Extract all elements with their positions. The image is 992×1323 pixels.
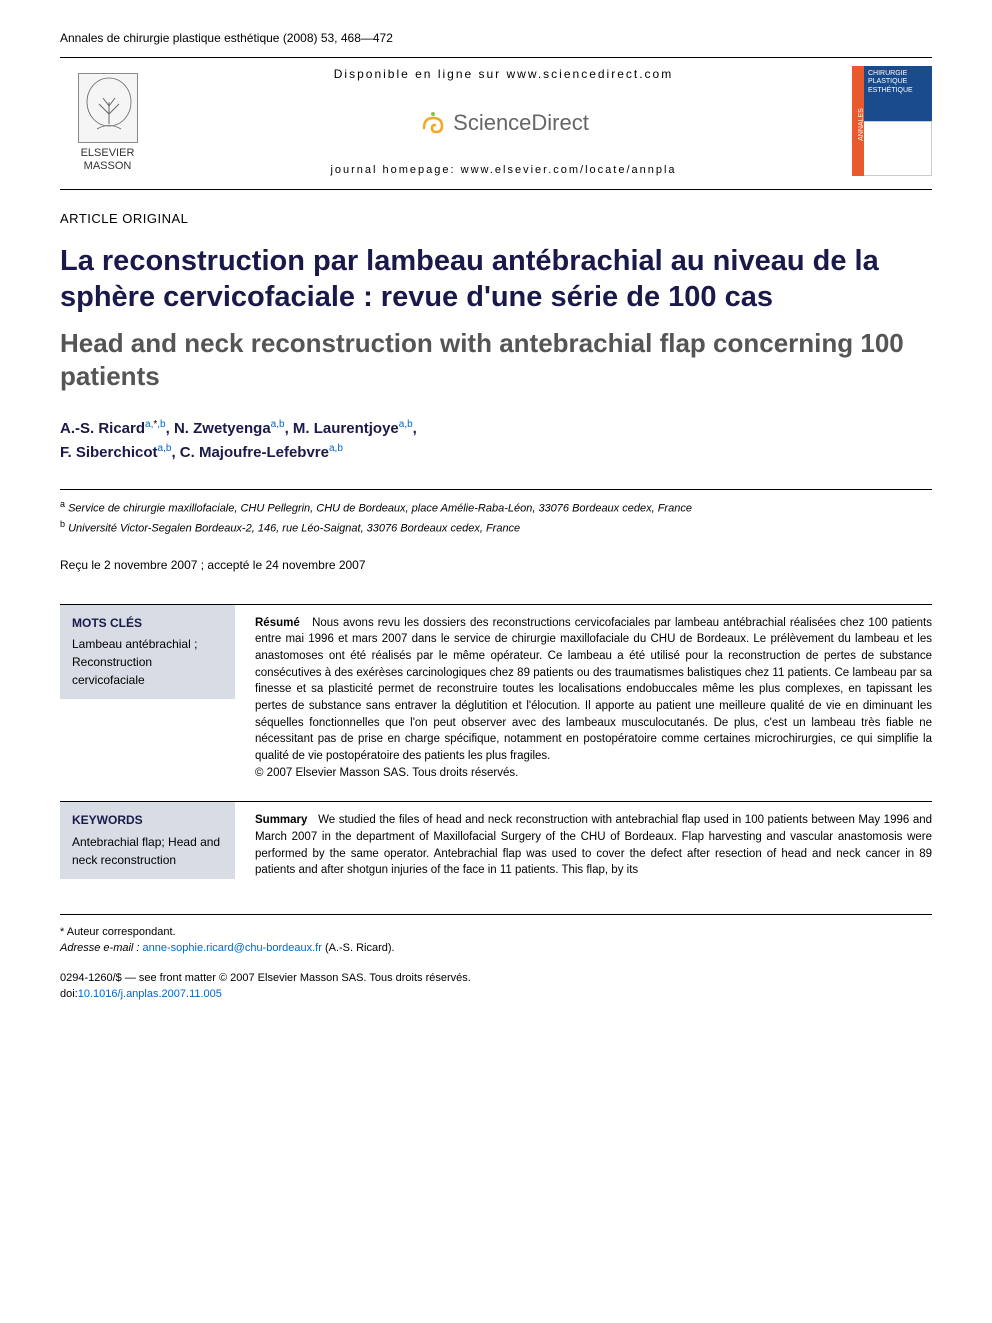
authors-list: A.-S. Ricarda,*,b, N. Zwetyengaa,b, M. L…: [60, 417, 932, 464]
article-type: ARTICLE ORIGINAL: [60, 210, 932, 228]
header-banner: ELSEVIER MASSON Disponible en ligne sur …: [60, 57, 932, 190]
doi-link[interactable]: 10.1016/j.anplas.2007.11.005: [78, 988, 222, 1000]
availability-text: Disponible en ligne sur www.sciencedirec…: [175, 66, 832, 83]
mots-cles-items: Lambeau antébrachial ; Reconstruction ce…: [72, 635, 223, 689]
author: N. Zwetyengaa,b: [174, 420, 285, 437]
corresponding-author: * Auteur correspondant.: [60, 925, 932, 940]
publisher-logo: ELSEVIER MASSON: [60, 66, 155, 181]
journal-cover-thumbnail: ANNALES CHIRURGIE PLASTIQUE ESTHÉTIQUE: [852, 66, 932, 176]
author: M. Laurentjoyea,b: [293, 420, 413, 437]
summary-block: KEYWORDS Antebrachial flap; Head and nec…: [60, 801, 932, 879]
sciencedirect-logo: ScienceDirect: [418, 108, 589, 139]
article-title-english: Head and neck reconstruction with antebr…: [60, 327, 932, 392]
affiliations: a Service de chirurgie maxillofaciale, C…: [60, 489, 932, 536]
doi-line: doi:10.1016/j.anplas.2007.11.005: [60, 987, 932, 1002]
keywords-items: Antebrachial flap; Head and neck reconst…: [72, 833, 223, 869]
journal-reference: Annales de chirurgie plastique esthétiqu…: [60, 30, 932, 47]
resume-text: Résumé Nous avons revu les dossiers des …: [255, 605, 932, 782]
issn-copyright: 0294-1260/$ — see front matter © 2007 El…: [60, 971, 932, 986]
author: C. Majoufre-Lefebvrea,b: [180, 444, 343, 461]
summary-text: Summary We studied the files of head and…: [255, 802, 932, 879]
author: F. Siberchicota,b: [60, 444, 171, 461]
sciencedirect-text: ScienceDirect: [453, 108, 589, 139]
summary-label: Summary: [255, 814, 307, 826]
email-author-name: (A.-S. Ricard).: [325, 942, 395, 954]
cover-title-2: PLASTIQUE: [868, 78, 928, 86]
resume-block: MOTS CLÉS Lambeau antébrachial ; Reconst…: [60, 604, 932, 782]
email-label: Adresse e-mail :: [60, 942, 139, 954]
resume-label: Résumé: [255, 617, 300, 629]
summary-body: We studied the files of head and neck re…: [255, 814, 932, 876]
elsevier-tree-icon: [78, 73, 138, 143]
affiliation-b: b Université Victor-Segalen Bordeaux-2, …: [60, 518, 932, 537]
journal-homepage: journal homepage: www.elsevier.com/locat…: [175, 163, 832, 178]
keywords-title: KEYWORDS: [72, 812, 223, 829]
author: A.-S. Ricarda,*,b: [60, 420, 166, 437]
sciencedirect-icon: [418, 108, 448, 138]
keywords-box: KEYWORDS Antebrachial flap; Head and nec…: [60, 802, 235, 879]
author-email-link[interactable]: anne-sophie.ricard@chu-bordeaux.fr: [143, 942, 322, 954]
cover-title-3: ESTHÉTIQUE: [868, 87, 928, 95]
cover-title-1: CHIRURGIE: [868, 70, 928, 78]
publisher-name: ELSEVIER MASSON: [60, 147, 155, 173]
mots-cles-title: MOTS CLÉS: [72, 615, 223, 632]
resume-body: Nous avons revu les dossiers des reconst…: [255, 617, 932, 762]
mots-cles-box: MOTS CLÉS Lambeau antébrachial ; Reconst…: [60, 605, 235, 782]
author-email-line: Adresse e-mail : anne-sophie.ricard@chu-…: [60, 941, 932, 956]
article-title-french: La reconstruction par lambeau antébrachi…: [60, 243, 932, 316]
page-footer: * Auteur correspondant. Adresse e-mail :…: [60, 914, 932, 1002]
doi-label: doi:: [60, 988, 78, 1000]
header-center: Disponible en ligne sur www.sciencedirec…: [155, 66, 852, 179]
resume-copyright: © 2007 Elsevier Masson SAS. Tous droits …: [255, 767, 518, 779]
article-dates: Reçu le 2 novembre 2007 ; accepté le 24 …: [60, 557, 932, 574]
affiliation-a: a Service de chirurgie maxillofaciale, C…: [60, 498, 932, 517]
